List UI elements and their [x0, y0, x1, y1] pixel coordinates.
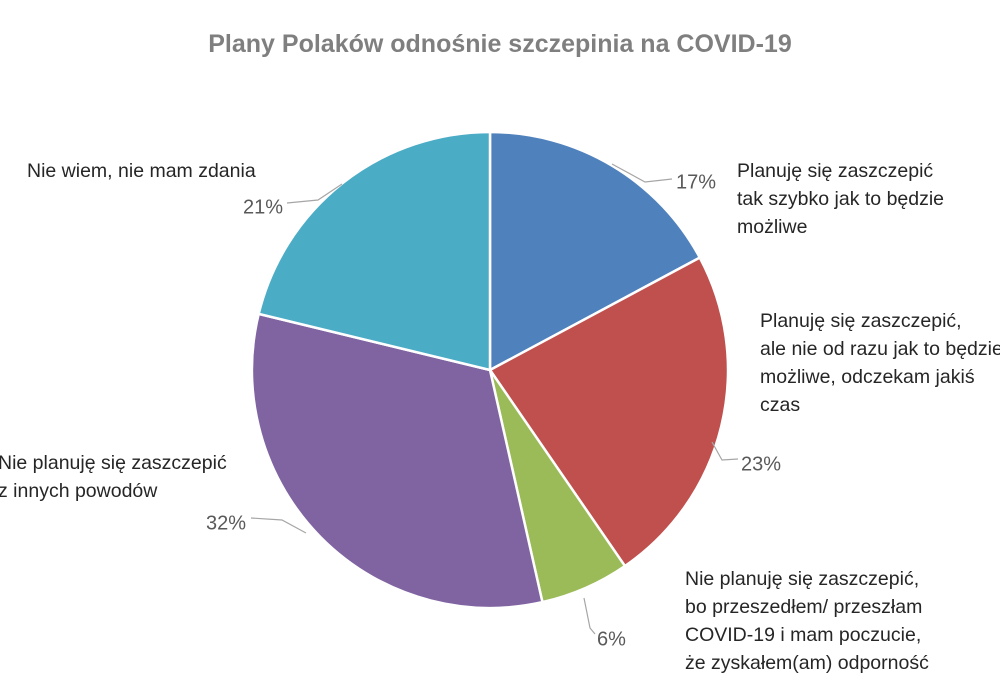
category-label-line: tak szybko jak to będzie — [737, 188, 944, 210]
leader-line-3 — [583, 597, 596, 635]
category-label-line: ale nie od razu jak to będzie — [760, 338, 1000, 360]
category-label-line: Planuję się zaszczepić, — [760, 310, 962, 332]
category-label-line: Nie planuję się zaszczepić — [0, 452, 227, 474]
category-label-1: Planuję się zaszczepić tak szybko jak to … — [737, 160, 944, 238]
pie-slice-2 — [488, 256, 730, 568]
leader-line-5 — [286, 183, 343, 204]
category-label-line: możliwe, odczekam jakiś — [760, 366, 975, 388]
data-label-2: 23% — [741, 453, 781, 475]
category-label-line: Nie planuję się zaszczepić, — [685, 568, 919, 590]
data-label-1: 17% — [676, 171, 716, 193]
category-label-line: COVID-19 i mam poczucie, — [685, 624, 921, 646]
category-label-line: czas — [760, 394, 800, 416]
leader-line-4 — [250, 517, 307, 534]
category-label-line: Planuję się zaszczepić — [737, 160, 933, 182]
category-label-line: bo przeszedłem/ przeszłam — [685, 596, 922, 618]
chart-title: Plany Polaków odnośnie szczepinia na COV… — [208, 30, 792, 58]
category-label-line: z innych powodów — [0, 480, 158, 502]
pie-slice-1 — [488, 130, 702, 372]
data-label-5: 21% — [243, 196, 283, 218]
category-label-3: Nie planuję się zaszczepić, bo przeszedłe… — [685, 568, 929, 674]
data-label-3: 6% — [597, 628, 626, 650]
data-label-4: 32% — [206, 512, 246, 534]
pie-slice-5 — [257, 130, 492, 372]
category-label-line: Nie wiem, nie mam zdania — [27, 160, 256, 182]
category-label-2: Planuję się zaszczepić, ale nie od razu j… — [760, 310, 1000, 416]
category-label-line: możliwe — [737, 216, 807, 238]
pie-slice-4 — [250, 312, 544, 610]
category-label-4: Nie planuję się zaszczepić z innych powod… — [0, 452, 227, 502]
leader-line-2 — [711, 441, 739, 461]
category-label-5: Nie wiem, nie mam zdania — [27, 160, 256, 182]
leader-line-1 — [611, 163, 673, 183]
category-label-line: że zyskałem(am) odporność — [685, 652, 929, 674]
